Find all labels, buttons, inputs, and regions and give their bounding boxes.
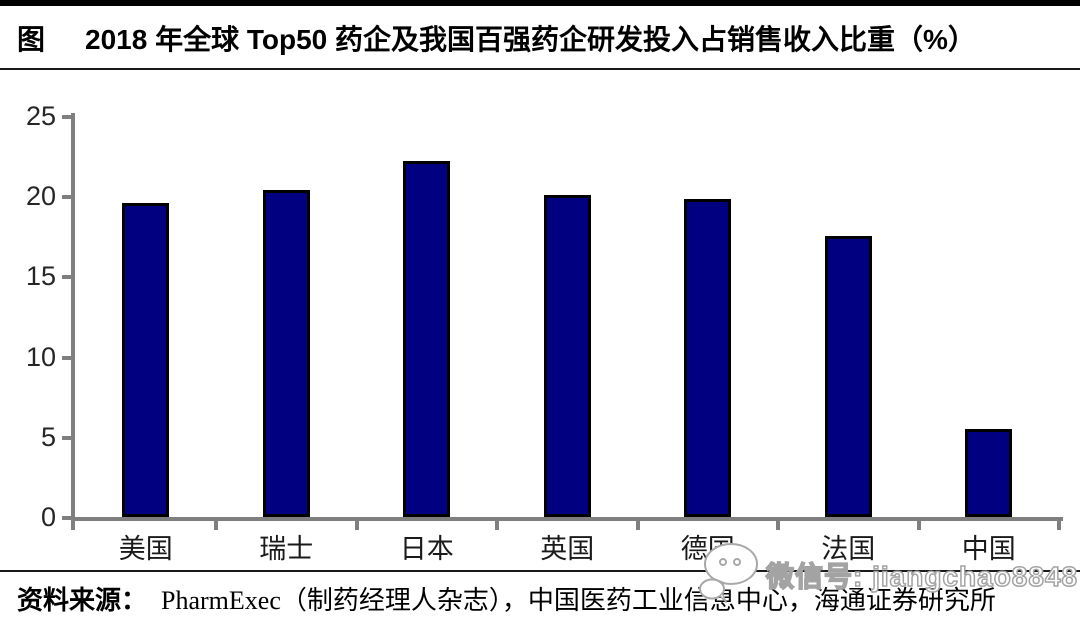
source-text: PharmExec（制药经理人杂志），中国医药工业信息中心，海通证券研究所 <box>161 586 996 615</box>
bar-日本 <box>403 160 451 517</box>
x-tick <box>635 521 640 530</box>
x-category-label: 美国 <box>118 534 173 564</box>
y-axis-line <box>71 113 75 530</box>
x-category-label: 法国 <box>821 534 876 564</box>
y-tick <box>62 275 71 280</box>
y-tick-label: 20 <box>25 181 56 212</box>
figure-header: 图 2018 年全球 Top50 药企及我国百强药企研发投入占销售收入比重（%） <box>17 16 1072 60</box>
y-tick <box>62 115 71 119</box>
figure-title: 2018 年全球 Top50 药企及我国百强药企研发投入占销售收入比重（%） <box>85 24 976 55</box>
watermark-text: 微信号: jiangchao8848 <box>765 560 1079 593</box>
y-tick-label: 0 <box>40 502 56 532</box>
bar-chart: 0 5 10 15 20 25 美国 瑞士 日本 英国 德国 法国 中国 <box>0 80 1080 570</box>
chart-source-divider <box>0 570 1080 572</box>
x-tick <box>495 521 499 530</box>
top-divider <box>0 0 1080 6</box>
y-tick-label: 25 <box>25 101 56 131</box>
x-tick <box>214 521 218 530</box>
x-axis-line <box>71 517 1063 521</box>
bar-瑞士 <box>262 189 310 517</box>
x-category-label: 中国 <box>961 534 1016 564</box>
watermark: 微信号: jiangchao8848 <box>698 541 1078 603</box>
x-category-label: 英国 <box>540 534 595 564</box>
x-category-label: 瑞士 <box>259 534 314 564</box>
bar-英国 <box>543 194 591 517</box>
source-label: 资料来源： <box>17 586 148 615</box>
source-row: 资料来源： PharmExec（制药经理人杂志），中国医药工业信息中心，海通证券研… <box>17 584 1072 618</box>
y-tick-label: 15 <box>25 261 56 292</box>
bar-法国 <box>824 236 872 517</box>
wechat-icon <box>699 543 758 603</box>
y-tick-label: 10 <box>25 341 56 372</box>
figure-label: 图 <box>17 24 46 55</box>
x-tick <box>916 521 921 530</box>
y-tick <box>62 195 71 200</box>
y-tick <box>62 516 71 520</box>
y-tick-label: 5 <box>40 421 56 452</box>
y-tick <box>62 435 71 440</box>
x-tick <box>1057 521 1061 530</box>
bar-德国 <box>684 199 732 517</box>
x-category-label: 日本 <box>399 534 454 564</box>
x-tick <box>354 521 359 530</box>
x-tick <box>776 521 780 530</box>
header-divider <box>0 68 1080 70</box>
y-tick <box>62 355 71 360</box>
bar-中国 <box>965 428 1013 517</box>
bar-美国 <box>122 202 170 517</box>
